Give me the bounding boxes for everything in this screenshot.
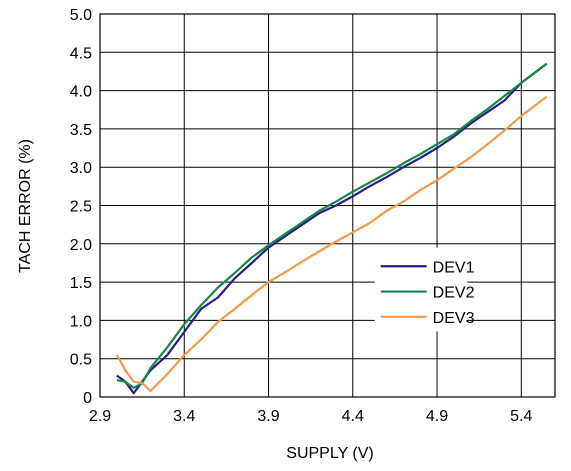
x-ticks: 2.9 3.4 3.9 4.4 4.9 5.4 (89, 408, 533, 425)
legend: DEV1 DEV2 DEV3 (374, 247, 475, 332)
y-tick-label: 4.5 (70, 45, 92, 62)
x-axis-title: SUPPLY (V) (286, 445, 373, 462)
x-tick-label: 4.9 (426, 408, 448, 425)
y-tick-label: 2.5 (70, 199, 92, 216)
x-tick-label: 3.9 (257, 408, 279, 425)
x-tick-label: 3.4 (173, 408, 195, 425)
y-axis-title: TACH ERROR (%) (17, 139, 34, 273)
y-tick-label: 3.5 (70, 122, 92, 139)
legend-label-dev1: DEV1 (433, 259, 475, 276)
y-tick-label: 1.5 (70, 275, 92, 292)
y-tick-label: 0 (83, 390, 92, 407)
legend-label-dev2: DEV2 (433, 285, 475, 302)
y-tick-label: 2.0 (70, 237, 92, 254)
plot-frame (99, 13, 556, 398)
y-tick-label: 0.5 (70, 352, 92, 369)
x-tick-label: 5.4 (510, 408, 532, 425)
y-tick-label: 1.0 (70, 313, 92, 330)
x-tick-label: 2.9 (89, 408, 111, 425)
x-tick-label: 4.4 (342, 408, 364, 425)
series-line-dev2 (116, 62, 548, 389)
series-lines (115, 62, 548, 395)
y-ticks: 0 0.5 1.0 1.5 2.0 2.5 3.0 3.5 4.0 4.5 5.0 (70, 7, 92, 407)
series-line-dev1 (116, 62, 548, 395)
y-tick-label: 4.0 (70, 84, 92, 101)
y-tick-label: 5.0 (70, 7, 92, 24)
series-line-dev3 (115, 95, 548, 392)
legend-label-dev3: DEV3 (433, 310, 475, 327)
y-tick-label: 3.0 (70, 160, 92, 177)
